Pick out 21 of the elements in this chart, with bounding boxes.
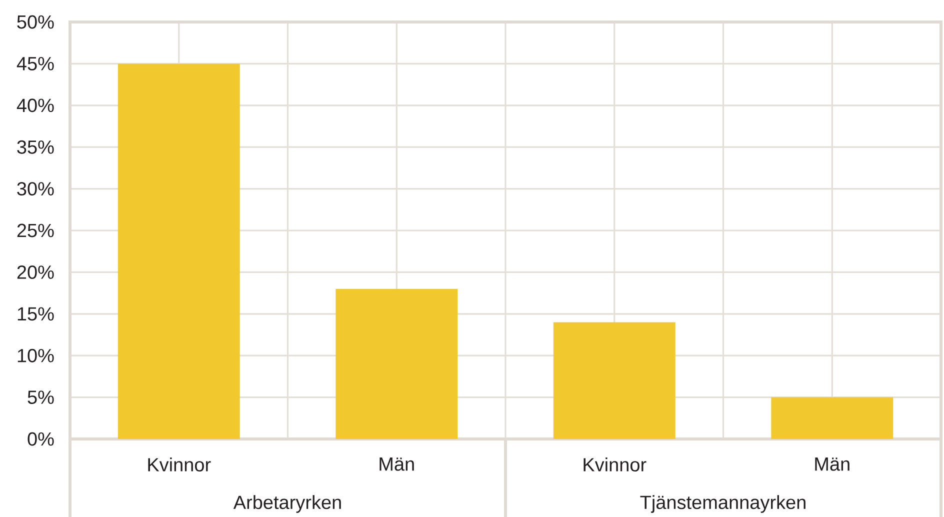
bar	[118, 64, 240, 439]
bar	[771, 397, 894, 439]
x-tick-label: Kvinnor	[584, 458, 646, 472]
y-tick-label: 5%	[28, 390, 54, 404]
y-tick-label: 35%	[17, 140, 54, 154]
y-tick-label: 10%	[18, 348, 54, 362]
text: Tjänstemannayrken	[640, 495, 806, 513]
text: Arbetaryrken	[233, 495, 341, 513]
y-tick-label: 30%	[17, 182, 54, 196]
y-tick-label: 0%	[28, 432, 54, 446]
y-tick-label: 25%	[17, 224, 54, 238]
x-tick-label: Män	[380, 458, 414, 471]
x-tick-label: Män	[815, 458, 850, 471]
y-tick-label: 15%	[18, 307, 54, 321]
bar	[336, 288, 458, 439]
x-tick-label: Kvinnor	[148, 458, 211, 472]
y-tick-label: 20%	[17, 265, 54, 279]
y-tick-label: 45%	[16, 57, 54, 70]
y-tick-label: 50%	[17, 15, 54, 29]
bar	[553, 322, 676, 439]
y-tick-label: 40%	[16, 98, 54, 112]
